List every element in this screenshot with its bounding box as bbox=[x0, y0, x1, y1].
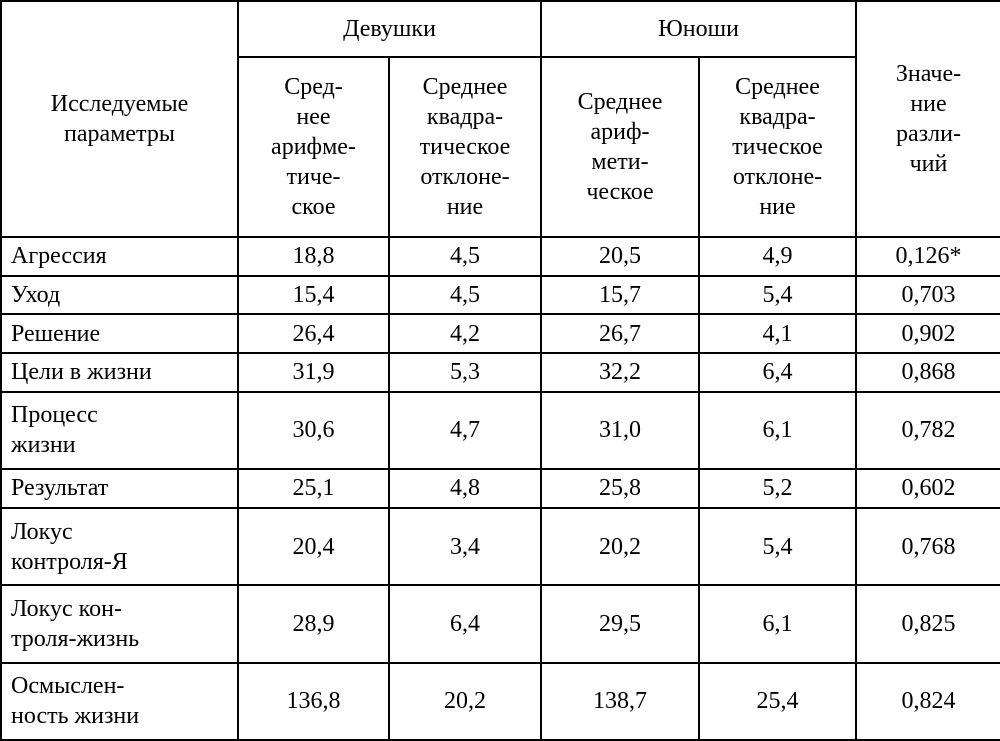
value-cell: 4,1 bbox=[698, 313, 857, 355]
header-group-girls: Девушки bbox=[237, 0, 542, 58]
value-cell: 15,7 bbox=[540, 274, 700, 316]
value-cell: 29,5 bbox=[540, 584, 700, 664]
value-cell: 6,1 bbox=[698, 390, 857, 471]
value-cell: 4,5 bbox=[388, 236, 542, 277]
value-cell: 4,7 bbox=[388, 390, 542, 471]
value-cell: 32,2 bbox=[540, 352, 700, 393]
header-boys-mean: Среднее ариф- мети- ческое bbox=[540, 56, 700, 238]
header-girls-sd: Среднее квадра- тическое отклоне- ние bbox=[388, 56, 542, 238]
significance-cell: 0,825 bbox=[855, 584, 1000, 664]
value-cell: 20,2 bbox=[540, 506, 700, 587]
param-cell: Решение bbox=[0, 313, 239, 355]
value-cell: 31,9 bbox=[237, 352, 390, 393]
significance-cell: 0,902 bbox=[855, 313, 1000, 355]
value-cell: 6,1 bbox=[698, 584, 857, 664]
table-row: Осмыслен- ность жизни 136,8 20,2 138,7 2… bbox=[0, 661, 1000, 741]
value-cell: 25,8 bbox=[540, 468, 700, 509]
value-cell: 25,4 bbox=[698, 661, 857, 741]
table-row: Уход 15,4 4,5 15,7 5,4 0,703 bbox=[0, 274, 1000, 316]
table-row: Локус контроля-Я 20,4 3,4 20,2 5,4 0,768 bbox=[0, 506, 1000, 587]
significance-cell: 0,768 bbox=[855, 506, 1000, 587]
value-cell: 26,7 bbox=[540, 313, 700, 355]
value-cell: 18,8 bbox=[237, 236, 390, 277]
value-cell: 26,4 bbox=[237, 313, 390, 355]
param-cell: Цели в жизни bbox=[0, 352, 239, 393]
header-significance: Значе- ние разли- чий bbox=[855, 0, 1000, 238]
param-cell: Локус кон- троля-жизнь bbox=[0, 584, 239, 664]
value-cell: 136,8 bbox=[237, 661, 390, 741]
table-row: Локус кон- троля-жизнь 28,9 6,4 29,5 6,1… bbox=[0, 584, 1000, 664]
param-cell: Локус контроля-Я bbox=[0, 506, 239, 587]
value-cell: 6,4 bbox=[698, 352, 857, 393]
header-boys-sd: Среднее квадра- тическое отклоне- ние bbox=[698, 56, 857, 238]
table-row: Агрессия 18,8 4,5 20,5 4,9 0,126* bbox=[0, 236, 1000, 277]
value-cell: 5,3 bbox=[388, 352, 542, 393]
value-cell: 5,4 bbox=[698, 274, 857, 316]
table-row: Процесс жизни 30,6 4,7 31,0 6,1 0,782 bbox=[0, 390, 1000, 471]
param-cell: Агрессия bbox=[0, 236, 239, 277]
value-cell: 20,2 bbox=[388, 661, 542, 741]
param-cell: Процесс жизни bbox=[0, 390, 239, 471]
value-cell: 5,2 bbox=[698, 468, 857, 509]
value-cell: 4,8 bbox=[388, 468, 542, 509]
header-girls-mean: Сред- нее арифме- тиче- ское bbox=[237, 56, 390, 238]
value-cell: 30,6 bbox=[237, 390, 390, 471]
value-cell: 5,4 bbox=[698, 506, 857, 587]
header-row-subs: Сред- нее арифме- тиче- ское Среднее ква… bbox=[1, 56, 1000, 238]
significance-cell: 0,782 bbox=[855, 390, 1000, 471]
value-cell: 138,7 bbox=[540, 661, 700, 741]
significance-cell: 0,126* bbox=[855, 236, 1000, 277]
table-row: Решение 26,4 4,2 26,7 4,1 0,902 bbox=[0, 313, 1000, 355]
value-cell: 15,4 bbox=[237, 274, 390, 316]
value-cell: 31,0 bbox=[540, 390, 700, 471]
value-cell: 3,4 bbox=[388, 506, 542, 587]
table-row: Результат 25,1 4,8 25,8 5,2 0,602 bbox=[0, 468, 1000, 509]
value-cell: 4,5 bbox=[388, 274, 542, 316]
significance-cell: 0,602 bbox=[855, 468, 1000, 509]
header-group-boys: Юноши bbox=[540, 0, 857, 58]
significance-cell: 0,824 bbox=[855, 661, 1000, 741]
value-cell: 28,9 bbox=[237, 584, 390, 664]
param-cell: Осмыслен- ность жизни bbox=[0, 661, 239, 741]
param-cell: Уход bbox=[0, 274, 239, 316]
table-row: Цели в жизни 31,9 5,3 32,2 6,4 0,868 bbox=[0, 352, 1000, 393]
value-cell: 20,5 bbox=[540, 236, 700, 277]
header-params: Исследуемые параметры bbox=[0, 0, 239, 238]
value-cell: 4,9 bbox=[698, 236, 857, 277]
significance-cell: 0,703 bbox=[855, 274, 1000, 316]
value-cell: 4,2 bbox=[388, 313, 542, 355]
param-cell: Результат bbox=[0, 468, 239, 509]
value-cell: 6,4 bbox=[388, 584, 542, 664]
header-row-groups: Исследуемые параметры Девушки Юноши Знач… bbox=[0, 0, 1000, 238]
value-cell: 25,1 bbox=[237, 468, 390, 509]
value-cell: 20,4 bbox=[237, 506, 390, 587]
significance-cell: 0,868 bbox=[855, 352, 1000, 393]
